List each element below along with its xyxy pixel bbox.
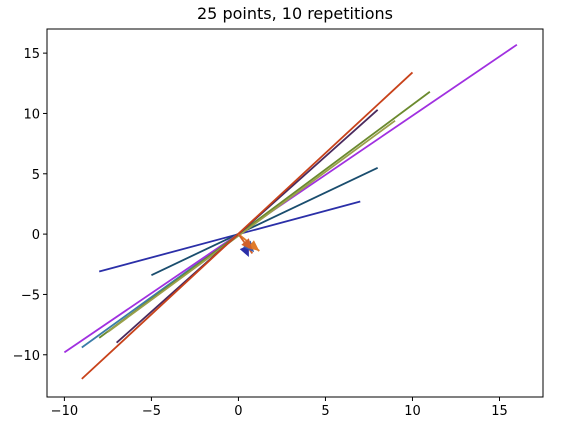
y-tick-label: 5 — [32, 168, 40, 183]
x-tick-label: −5 — [142, 404, 161, 419]
y-tick-label: 0 — [32, 228, 40, 243]
y-tick-label: 15 — [23, 47, 40, 62]
y-axis: −10 −5 0 5 10 15 — [13, 47, 47, 364]
series-line-8 — [81, 71, 414, 380]
y-tick-label: −10 — [13, 349, 40, 364]
x-tick-label: 15 — [491, 404, 508, 419]
series-line-6 — [107, 119, 396, 333]
x-tick-label: −10 — [51, 404, 78, 419]
arrowhead-4 — [241, 238, 253, 250]
chart-title: 25 points, 10 repetitions — [197, 4, 393, 23]
x-tick-label: 10 — [404, 404, 421, 419]
x-tick-label: 5 — [321, 404, 329, 419]
x-tick-label: 0 — [234, 404, 242, 419]
plot-area — [63, 43, 518, 380]
x-axis: −10 −5 0 5 10 15 — [51, 397, 508, 419]
y-tick-label: −5 — [21, 288, 40, 303]
series-line-2 — [151, 166, 379, 276]
y-tick-label: 10 — [23, 107, 40, 122]
plot-frame — [46, 28, 544, 398]
series-line-1 — [98, 200, 361, 273]
